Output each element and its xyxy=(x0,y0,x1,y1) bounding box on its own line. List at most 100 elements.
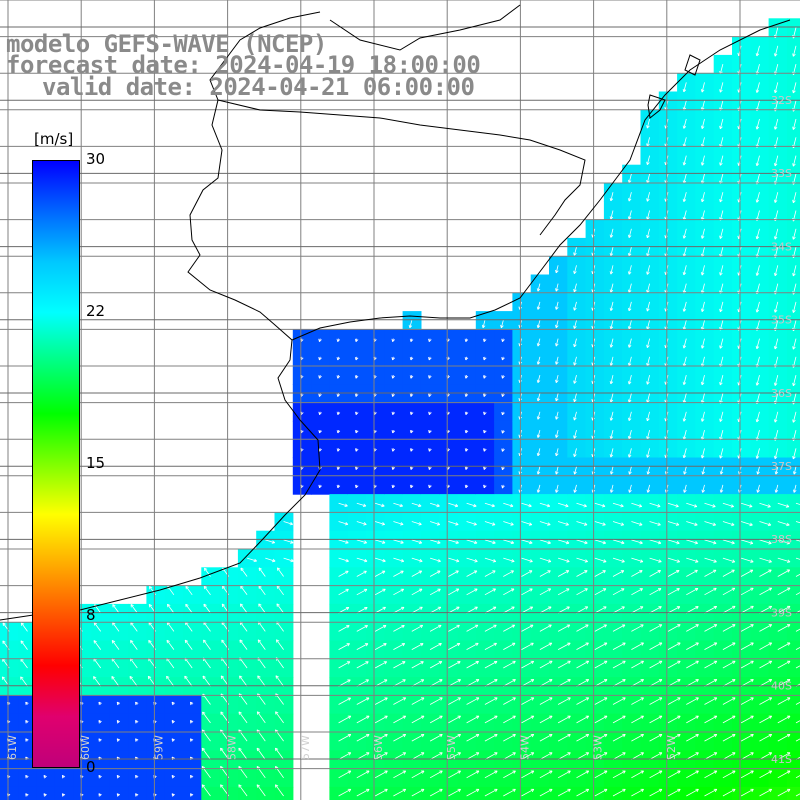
wind-arrow xyxy=(355,448,359,452)
wind-speed-cell xyxy=(402,732,422,751)
wind-speed-cell xyxy=(457,347,477,367)
wind-speed-cell xyxy=(786,347,800,367)
wind-speed-cell xyxy=(603,475,623,495)
wind-arrow xyxy=(356,643,369,650)
wind-arrow xyxy=(610,466,614,475)
wind-arrow xyxy=(777,715,791,724)
wind-arrow xyxy=(795,701,800,705)
wind-arrow xyxy=(521,697,535,705)
wind-arrow xyxy=(338,770,352,779)
wind-arrow xyxy=(484,679,498,687)
wind-speed-cell xyxy=(183,750,202,770)
wind-speed-cell xyxy=(786,201,800,221)
wind-arrow xyxy=(338,697,351,705)
wind-arrow xyxy=(627,375,632,385)
wind-arrow xyxy=(793,466,797,475)
wind-speed-cell xyxy=(237,640,257,660)
wind-arrow xyxy=(539,734,553,742)
wind-arrow xyxy=(338,502,348,507)
wind-speed-cell xyxy=(786,402,800,422)
wind-arrow xyxy=(483,448,487,452)
wind-arrow xyxy=(646,265,650,275)
wind-arrow xyxy=(356,715,370,724)
wind-speed-cell xyxy=(183,603,202,623)
wind-arrow xyxy=(612,606,625,614)
wind-arrow xyxy=(483,375,487,379)
wind-arrow xyxy=(612,521,624,526)
wind-arrow xyxy=(428,374,432,379)
wind-arrow xyxy=(464,411,469,415)
wind-arrow xyxy=(609,301,614,311)
wind-arrow xyxy=(576,557,588,563)
wind-arrow xyxy=(755,45,760,57)
wind-arrow xyxy=(429,788,443,797)
wind-speed-cell xyxy=(603,695,623,715)
wind-arrow xyxy=(700,411,705,422)
latitude-label: 38S xyxy=(771,533,792,546)
longitude-label: 61W xyxy=(6,735,19,760)
wind-arrow xyxy=(374,788,388,797)
wind-arrow xyxy=(704,715,718,724)
wind-arrow xyxy=(503,697,516,705)
wind-arrow xyxy=(464,448,469,452)
wind-arrow xyxy=(722,502,734,508)
wind-speed-cell xyxy=(695,640,715,660)
wind-speed-cell xyxy=(695,603,715,623)
wind-arrow xyxy=(428,411,432,415)
wind-arrow xyxy=(484,752,498,760)
wind-speed-cell xyxy=(164,750,184,770)
wind-arrow xyxy=(755,448,760,459)
wind-arrow xyxy=(503,752,516,760)
wind-arrow xyxy=(792,265,797,277)
wind-arrow xyxy=(356,697,370,705)
wind-arrow xyxy=(448,606,460,614)
wind-arrow xyxy=(777,642,791,650)
wind-arrow xyxy=(503,624,516,632)
wind-arrow xyxy=(667,660,681,669)
wind-speed-cell xyxy=(384,732,404,751)
wind-arrow xyxy=(25,701,29,706)
wind-arrow xyxy=(700,155,705,166)
wind-speed-cell xyxy=(786,603,800,623)
wind-arrow xyxy=(238,747,248,760)
latitude-label: 33S xyxy=(771,167,792,180)
wind-arrow xyxy=(759,697,773,705)
wind-arrow xyxy=(484,697,498,705)
wind-speed-cell xyxy=(786,750,800,770)
wind-arrow xyxy=(539,715,553,724)
wind-arrow xyxy=(411,752,425,760)
wind-arrow xyxy=(43,793,47,797)
wind-speed-cell xyxy=(475,457,495,477)
wind-speed-cell xyxy=(91,732,111,751)
wind-arrow xyxy=(338,679,351,687)
wind-arrow xyxy=(521,570,533,577)
wind-arrow xyxy=(740,788,754,797)
wind-arrow xyxy=(773,118,779,130)
wind-speed-cell xyxy=(494,603,513,623)
wind-arrow xyxy=(557,660,571,669)
wind-arrow xyxy=(792,375,797,387)
wind-speed-cell xyxy=(219,732,239,751)
wind-arrow xyxy=(135,720,139,724)
wind-arrow xyxy=(318,356,322,361)
wind-speed-cell xyxy=(713,640,733,660)
wind-arrow xyxy=(374,606,386,614)
wind-speed-cell xyxy=(549,274,568,294)
wind-arrow xyxy=(355,484,359,489)
wind-arrow xyxy=(612,734,626,742)
wind-arrow xyxy=(649,502,661,508)
wind-speed-cell xyxy=(420,786,440,800)
wind-speed-cell xyxy=(786,384,800,404)
wind-arrow xyxy=(539,624,552,632)
wind-speed-cell xyxy=(475,640,495,660)
wind-speed-cell xyxy=(237,732,257,751)
wind-arrow xyxy=(111,640,120,650)
wind-arrow xyxy=(393,557,405,563)
wind-speed-cell xyxy=(603,384,623,404)
wind-speed-cell xyxy=(0,695,19,715)
wind-arrow xyxy=(374,502,385,508)
wind-speed-cell xyxy=(128,603,147,623)
wind-arrow xyxy=(338,570,349,577)
wind-arrow xyxy=(338,521,349,526)
wind-speed-cell xyxy=(603,603,623,623)
